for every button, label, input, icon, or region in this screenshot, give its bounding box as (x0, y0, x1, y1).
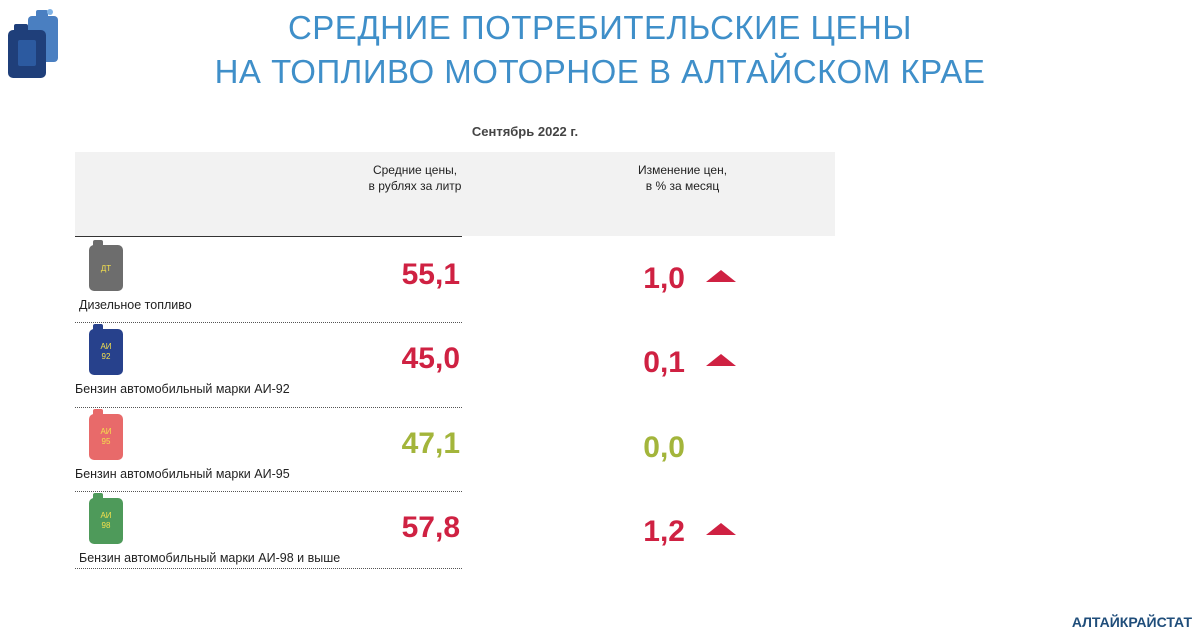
footer-brand: АЛТАЙКРАЙСТАТ (1071, 614, 1192, 630)
average-price-value: 45,0 (401, 342, 460, 375)
canister-label: АИ (100, 427, 111, 436)
fuel-canister-logo-icon (8, 9, 58, 78)
price-change-value: 0,1 (643, 346, 685, 379)
trend-up-icon (706, 270, 736, 282)
change-header-line-1: Изменение цен, (637, 163, 728, 177)
average-price-value: 55,1 (401, 258, 460, 291)
canister-label: ДТ (101, 264, 111, 273)
price-change-value: 1,2 (643, 515, 685, 548)
canister-grade: 92 (102, 352, 111, 361)
period-label: Сентябрь 2022 г. (471, 124, 579, 139)
table-row: АИ 98 Бензин автомобильный марки АИ-98 и в… (75, 491, 462, 569)
price-change-value: 1,0 (643, 262, 685, 295)
trend-up-icon (706, 523, 736, 535)
price-column-header: Средние цены, в рублях за литр (330, 162, 500, 194)
average-price-value: 57,8 (401, 511, 460, 544)
change-column-header: Изменение цен, в % за месяц (595, 162, 770, 194)
table-row: АИ 95 Бензин автомобильный марки АИ-95 (75, 407, 462, 492)
fuel-name-label: Бензин автомобильный марки АИ-92 (75, 382, 290, 396)
fuel-name-label: Дизельное топливо (79, 298, 192, 312)
header-divider (75, 236, 462, 237)
table-row: АИ 92 Бензин автомобильный марки АИ-92 (75, 322, 462, 408)
trend-up-icon (706, 354, 736, 366)
fuel-name-label: Бензин автомобильный марки АИ-95 (75, 467, 290, 481)
price-header-line-1: Средние цены, (372, 163, 458, 177)
canister-grade: 98 (102, 521, 111, 530)
change-header-line-2: в % за месяц (645, 179, 720, 193)
table-header (75, 152, 835, 236)
fuel-canister-icon: ДТ (89, 240, 123, 291)
price-change-value: 0,0 (643, 431, 685, 464)
canister-label: АИ (100, 342, 111, 351)
page-title: СРЕДНИЕ ПОТРЕБИТЕЛЬСКИЕ ЦЕНЫ НА ТОПЛИВО … (60, 6, 1140, 94)
fuel-name-label: Бензин автомобильный марки АИ-98 и выше (79, 551, 341, 565)
table-row: ДТ Дизельное топливо (75, 238, 462, 323)
title-line-1: СРЕДНИЕ ПОТРЕБИТЕЛЬСКИЕ ЦЕНЫ (287, 9, 913, 46)
price-header-line-2: в рублях за литр (368, 179, 462, 193)
canister-grade: 95 (102, 437, 111, 446)
title-line-2: НА ТОПЛИВО МОТОРНОЕ В АЛТАЙСКОМ КРАЕ (214, 53, 986, 90)
canister-label: АИ (100, 511, 111, 520)
average-price-value: 47,1 (401, 427, 460, 460)
